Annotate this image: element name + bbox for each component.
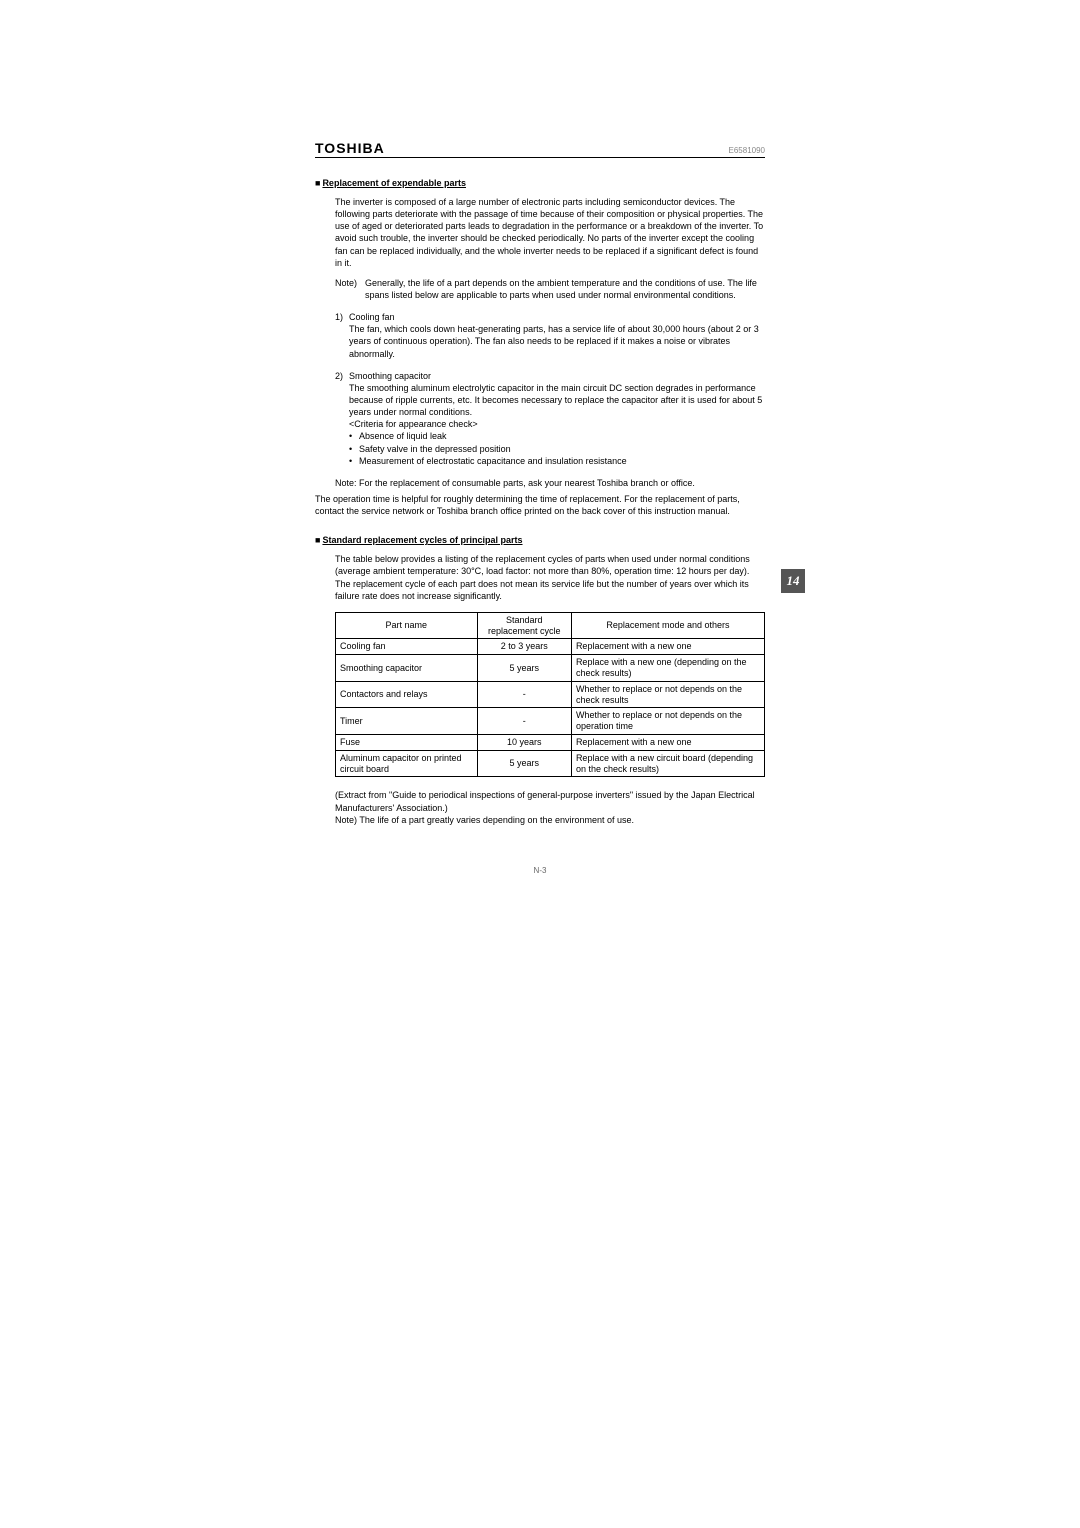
- criteria-heading: <Criteria for appearance check>: [349, 418, 765, 430]
- chapter-badge: 14: [781, 569, 805, 593]
- item2-title: Smoothing capacitor: [349, 370, 431, 382]
- document-page: TOSHIBA E6581090 ■Replacement of expenda…: [315, 140, 765, 875]
- bullet-1: •Absence of liquid leak: [349, 430, 765, 442]
- cell-cycle: -: [477, 708, 571, 735]
- table-row: Contactors and relays-Whether to replace…: [336, 681, 765, 708]
- brand-logo: TOSHIBA: [315, 140, 385, 156]
- section2-title: ■Standard replacement cycles of principa…: [315, 535, 765, 545]
- section1-closing: The operation time is helpful for roughl…: [315, 493, 765, 517]
- bullet-icon: •: [349, 455, 359, 467]
- table-row: Fuse10 yearsReplacement with a new one: [336, 734, 765, 750]
- cell-name: Timer: [336, 708, 478, 735]
- cell-mode: Replace with a new one (depending on the…: [571, 655, 764, 682]
- section2-intro: The table below provides a listing of th…: [335, 553, 765, 602]
- item2-body: The smoothing aluminum electrolytic capa…: [349, 382, 765, 418]
- th-part-name: Part name: [336, 612, 478, 639]
- cell-cycle: 2 to 3 years: [477, 639, 571, 655]
- list-item-2: 2) Smoothing capacitor The smoothing alu…: [335, 370, 765, 467]
- cell-name: Aluminum capacitor on printed circuit bo…: [336, 750, 478, 777]
- table-row: Cooling fan2 to 3 yearsReplacement with …: [336, 639, 765, 655]
- cell-cycle: 10 years: [477, 734, 571, 750]
- item1-title: Cooling fan: [349, 311, 395, 323]
- cell-mode: Replacement with a new one: [571, 734, 764, 750]
- bullet-3: •Measurement of electrostatic capacitanc…: [349, 455, 765, 467]
- footnote-2: Note) The life of a part greatly varies …: [335, 814, 765, 826]
- th-mode: Replacement mode and others: [571, 612, 764, 639]
- bullet-icon: •: [349, 443, 359, 455]
- cell-cycle: 5 years: [477, 655, 571, 682]
- square-bullet-icon: ■: [315, 535, 320, 545]
- bullet3-text: Measurement of electrostatic capacitance…: [359, 455, 627, 467]
- table-row: Aluminum capacitor on printed circuit bo…: [336, 750, 765, 777]
- header-row: TOSHIBA E6581090: [315, 140, 765, 158]
- section2-body: 14 The table below provides a listing of…: [335, 553, 765, 826]
- item1-body: The fan, which cools down heat-generatin…: [349, 323, 765, 359]
- table-row: Smoothing capacitor5 yearsReplace with a…: [336, 655, 765, 682]
- section1-title-text: Replacement of expendable parts: [322, 178, 466, 188]
- cell-mode: Replace with a new circuit board (depend…: [571, 750, 764, 777]
- cell-cycle: 5 years: [477, 750, 571, 777]
- bullet2-text: Safety valve in the depressed position: [359, 443, 511, 455]
- note2: Note: For the replacement of consumable …: [335, 477, 765, 489]
- cell-name: Fuse: [336, 734, 478, 750]
- bullet1-text: Absence of liquid leak: [359, 430, 447, 442]
- cell-mode: Whether to replace or not depends on the…: [571, 681, 764, 708]
- table-row: Timer-Whether to replace or not depends …: [336, 708, 765, 735]
- square-bullet-icon: ■: [315, 178, 320, 188]
- bullet-icon: •: [349, 430, 359, 442]
- list-item-1: 1) Cooling fan The fan, which cools down…: [335, 311, 765, 360]
- bullet-2: •Safety valve in the depressed position: [349, 443, 765, 455]
- item2-number: 2): [335, 370, 349, 382]
- note-label: Note): [335, 277, 365, 301]
- cell-name: Contactors and relays: [336, 681, 478, 708]
- replacement-table: Part name Standard replacement cycle Rep…: [335, 612, 765, 778]
- cell-name: Cooling fan: [336, 639, 478, 655]
- footnote-1: (Extract from "Guide to periodical inspe…: [335, 789, 765, 813]
- section2-title-text: Standard replacement cycles of principal…: [322, 535, 522, 545]
- item1-number: 1): [335, 311, 349, 323]
- th-cycle: Standard replacement cycle: [477, 612, 571, 639]
- cell-mode: Replacement with a new one: [571, 639, 764, 655]
- cell-cycle: -: [477, 681, 571, 708]
- section1-note: Note) Generally, the life of a part depe…: [335, 277, 765, 301]
- section1-intro: The inverter is composed of a large numb…: [335, 196, 765, 269]
- section1-title: ■Replacement of expendable parts: [315, 178, 765, 188]
- document-number: E6581090: [729, 146, 765, 155]
- page-number: N-3: [315, 866, 765, 875]
- cell-name: Smoothing capacitor: [336, 655, 478, 682]
- note-text: Generally, the life of a part depends on…: [365, 277, 765, 301]
- cell-mode: Whether to replace or not depends on the…: [571, 708, 764, 735]
